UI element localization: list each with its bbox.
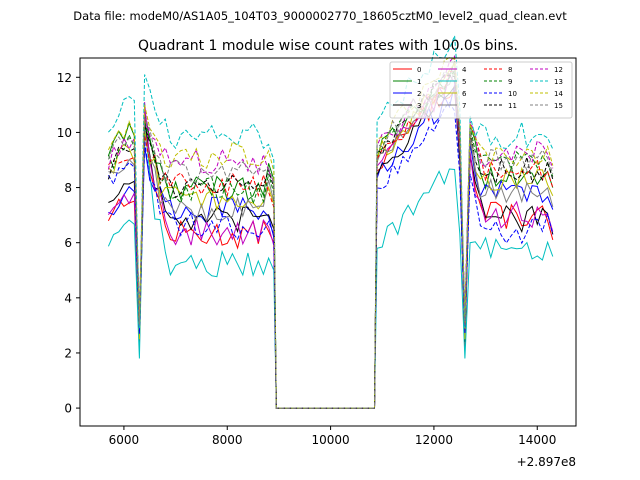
x-tick-label: 10000 (311, 433, 349, 447)
legend-label-1: 1 (417, 78, 421, 86)
series-line-9 (107, 69, 554, 409)
legend-label-2: 2 (417, 90, 421, 98)
series-layer (107, 35, 554, 409)
x-tick-label: 14000 (518, 433, 556, 447)
x-tick-label: 8000 (212, 433, 243, 447)
legend-label-15: 15 (554, 102, 563, 110)
y-tick-label: 10 (57, 126, 72, 140)
y-tick-label: 8 (64, 181, 72, 195)
series-line-0 (107, 88, 554, 409)
x-tick-label: 6000 (109, 433, 140, 447)
chart-title: Quadrant 1 module wise count rates with … (138, 38, 518, 54)
legend-box (389, 61, 573, 119)
x-tick-label: 12000 (415, 433, 453, 447)
legend-label-7: 7 (462, 102, 466, 110)
series-line-2 (108, 84, 554, 409)
series-line-13 (108, 35, 554, 409)
legend-label-5: 5 (462, 78, 466, 86)
legend-label-3: 3 (417, 102, 421, 110)
y-tick-label: 12 (57, 71, 72, 85)
series-line-15 (107, 67, 554, 409)
x-offset-label: +2.897e8 (517, 455, 576, 469)
series-line-12 (107, 54, 554, 409)
legend-label-13: 13 (554, 78, 563, 86)
legend-label-0: 0 (417, 66, 421, 74)
legend-label-14: 14 (554, 90, 563, 98)
y-tick-label: 0 (64, 402, 72, 416)
y-tick-label: 6 (64, 236, 72, 250)
legend-label-12: 12 (554, 66, 563, 74)
x-axis: 6000 8000 10000 12000 14000 (109, 426, 556, 447)
series-line-3 (108, 85, 554, 409)
y-tick-label: 2 (64, 346, 72, 360)
legend-label-9: 9 (508, 78, 512, 86)
plot-frame (79, 57, 577, 427)
legend-label-4: 4 (462, 66, 467, 74)
legend-label-11: 11 (508, 102, 517, 110)
y-axis: 0 2 4 6 8 10 12 (57, 71, 80, 416)
legend-label-10: 10 (508, 90, 517, 98)
y-tick-label: 4 (64, 291, 72, 305)
legend-label-8: 8 (508, 66, 512, 74)
legend-label-6: 6 (462, 90, 467, 98)
figure-suptitle: Data file: modeM0/AS1A05_104T03_90000027… (73, 9, 567, 23)
